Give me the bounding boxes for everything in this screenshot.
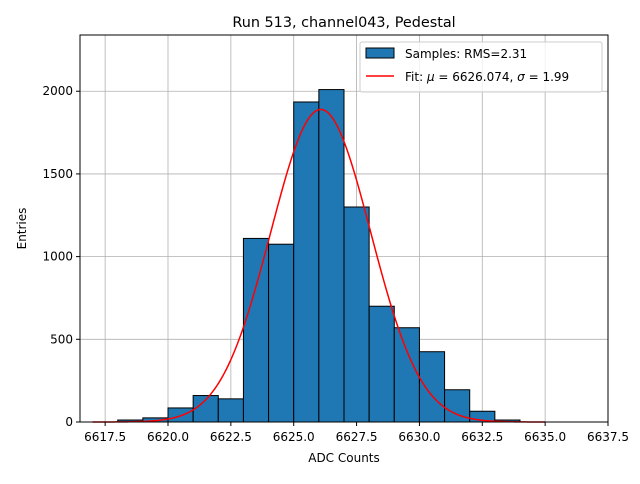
x-tick-label-1: 6620.0 — [147, 430, 189, 444]
x-axis-label: ADC Counts — [308, 451, 380, 465]
histogram-bar-5 — [242, 237, 270, 423]
chart-title: Run 513, channel043, Pedestal — [232, 15, 455, 31]
legend-label-fit: Fit: μ = 6626.074, σ = 1.99 — [405, 70, 569, 84]
legend-fit-mu-symbol: μ — [426, 70, 435, 84]
y-axis-ticks: 0 500 1000 1500 2000 — [42, 84, 80, 429]
histogram-bar-12 — [418, 351, 446, 423]
x-tick-label-8: 6637.5 — [587, 430, 629, 444]
y-tick-label-0: 0 — [65, 415, 73, 429]
histogram-bar-7 — [293, 101, 320, 423]
histogram-bar-10 — [368, 305, 395, 423]
legend-swatch-samples — [365, 47, 395, 59]
x-tick-label-2: 6622.5 — [210, 430, 252, 444]
axes-frame — [79, 34, 609, 423]
legend-label-samples: Samples: RMS=2.31 — [405, 47, 527, 61]
legend-fit-sigma-symbol: σ — [517, 70, 525, 84]
y-axis-label: Entries — [15, 208, 29, 250]
histogram-bar-8 — [318, 89, 345, 423]
histogram-bars — [117, 89, 521, 423]
x-tick-label-5: 6630.0 — [398, 430, 440, 444]
fit-curve — [92, 108, 546, 423]
y-tick-label-2: 1000 — [42, 250, 73, 264]
y-tick-label-1: 500 — [50, 332, 73, 346]
histogram-bar-9 — [343, 206, 370, 423]
fit-curve-group — [92, 108, 546, 423]
legend-fit-mu-value: = 6626.074, — [435, 70, 518, 84]
x-tick-label-4: 6627.5 — [336, 430, 378, 444]
legend-fit-prefix: Fit: — [405, 70, 427, 84]
histogram-bar-11 — [393, 327, 420, 423]
histogram-bar-6 — [268, 243, 295, 423]
y-tick-label-3: 1500 — [42, 167, 73, 181]
legend: Samples: RMS=2.31 Fit: μ = 6626.074, σ =… — [359, 41, 603, 93]
x-axis-ticks: 6617.5 6620.0 6622.5 6625.0 6627.5 6630.0 6632… — [84, 422, 629, 444]
y-tick-label-4: 2000 — [42, 84, 73, 98]
histogram-bar-4 — [217, 398, 244, 423]
x-tick-label-0: 6617.5 — [84, 430, 126, 444]
x-tick-label-7: 6635.0 — [524, 430, 566, 444]
legend-fit-sigma-value: = 1.99 — [525, 70, 569, 84]
legend-box — [359, 41, 603, 93]
histogram-bar-2 — [167, 407, 194, 423]
x-tick-label-6: 6632.5 — [461, 430, 503, 444]
x-tick-label-3: 6625.0 — [273, 430, 315, 444]
